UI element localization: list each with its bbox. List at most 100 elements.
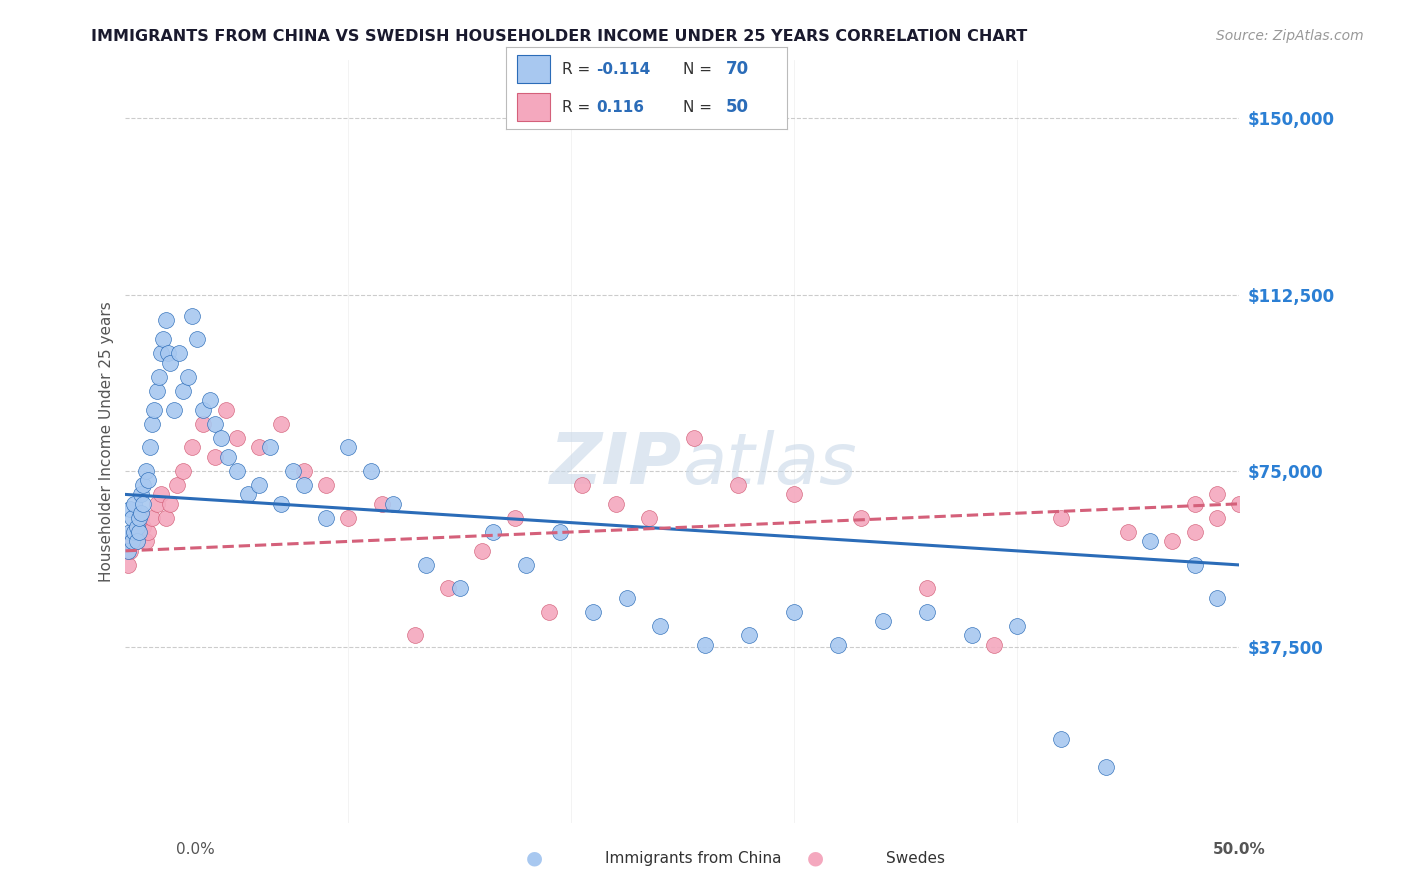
- Point: [648, 619, 671, 633]
- Point: [177, 370, 200, 384]
- Point: [125, 534, 148, 549]
- Point: [145, 497, 167, 511]
- Point: [132, 520, 155, 534]
- Point: [738, 628, 761, 642]
- Point: [281, 464, 304, 478]
- Point: [117, 544, 139, 558]
- Point: [132, 497, 155, 511]
- Point: [471, 544, 494, 558]
- Point: [381, 497, 404, 511]
- Point: [693, 638, 716, 652]
- Text: -0.114: -0.114: [596, 62, 651, 77]
- Point: [141, 511, 163, 525]
- Text: IMMIGRANTS FROM CHINA VS SWEDISH HOUSEHOLDER INCOME UNDER 25 YEARS CORRELATION C: IMMIGRANTS FROM CHINA VS SWEDISH HOUSEHO…: [91, 29, 1028, 44]
- Point: [437, 582, 460, 596]
- Text: Immigrants from China: Immigrants from China: [605, 851, 782, 865]
- Point: [172, 464, 194, 478]
- Point: [159, 497, 181, 511]
- Point: [482, 524, 505, 539]
- Point: [225, 431, 247, 445]
- Text: 70: 70: [725, 61, 748, 78]
- Point: [198, 393, 221, 408]
- Point: [128, 511, 150, 525]
- Point: [259, 441, 281, 455]
- Point: [167, 346, 190, 360]
- Point: [129, 506, 152, 520]
- Bar: [517, 55, 550, 83]
- Point: [605, 497, 627, 511]
- Point: [1184, 558, 1206, 572]
- Point: [917, 605, 939, 619]
- Point: [292, 464, 315, 478]
- Point: [849, 511, 872, 525]
- Text: N =: N =: [683, 62, 717, 77]
- Point: [155, 313, 177, 327]
- Point: [783, 487, 806, 501]
- Point: [571, 478, 593, 492]
- Point: [193, 417, 215, 431]
- Point: [548, 524, 571, 539]
- Point: [124, 524, 146, 539]
- Bar: [517, 94, 550, 121]
- Point: [125, 534, 148, 549]
- Point: [181, 441, 204, 455]
- Point: [337, 441, 360, 455]
- Point: [118, 524, 141, 539]
- Point: [1139, 534, 1161, 549]
- Point: [917, 582, 939, 596]
- Point: [132, 478, 155, 492]
- Point: [1116, 524, 1139, 539]
- Point: [537, 605, 560, 619]
- Point: [404, 628, 426, 642]
- Point: [415, 558, 437, 572]
- Point: [270, 417, 292, 431]
- Point: [129, 511, 152, 525]
- Point: [163, 402, 186, 417]
- Point: [139, 441, 162, 455]
- Point: [118, 501, 141, 516]
- Point: [247, 441, 270, 455]
- Point: [209, 431, 232, 445]
- Point: [983, 638, 1005, 652]
- Point: [360, 464, 382, 478]
- Point: [215, 402, 238, 417]
- Text: ●: ●: [807, 848, 824, 868]
- Text: Source: ZipAtlas.com: Source: ZipAtlas.com: [1216, 29, 1364, 43]
- Point: [152, 332, 174, 346]
- Point: [145, 384, 167, 398]
- Point: [128, 524, 150, 539]
- Point: [682, 431, 704, 445]
- Point: [134, 534, 156, 549]
- Point: [783, 605, 806, 619]
- Point: [1184, 497, 1206, 511]
- Point: [134, 464, 156, 478]
- Point: [616, 591, 638, 605]
- Point: [121, 511, 143, 525]
- Point: [118, 544, 141, 558]
- Point: [1094, 760, 1116, 774]
- Point: [960, 628, 983, 642]
- Text: 0.116: 0.116: [596, 100, 644, 115]
- Point: [315, 478, 337, 492]
- Point: [247, 478, 270, 492]
- Point: [1206, 511, 1229, 525]
- Point: [143, 402, 166, 417]
- Y-axis label: Householder Income Under 25 years: Householder Income Under 25 years: [100, 301, 114, 582]
- Point: [337, 511, 360, 525]
- Point: [193, 402, 215, 417]
- Point: [1050, 731, 1073, 746]
- Point: [172, 384, 194, 398]
- Text: R =: R =: [562, 62, 596, 77]
- Point: [582, 605, 605, 619]
- Point: [236, 487, 259, 501]
- Point: [121, 534, 143, 549]
- Point: [166, 478, 188, 492]
- Point: [1005, 619, 1028, 633]
- Point: [156, 346, 179, 360]
- Point: [315, 511, 337, 525]
- Point: [292, 478, 315, 492]
- Point: [181, 309, 204, 323]
- Text: ●: ●: [526, 848, 543, 868]
- Point: [155, 511, 177, 525]
- Point: [128, 524, 150, 539]
